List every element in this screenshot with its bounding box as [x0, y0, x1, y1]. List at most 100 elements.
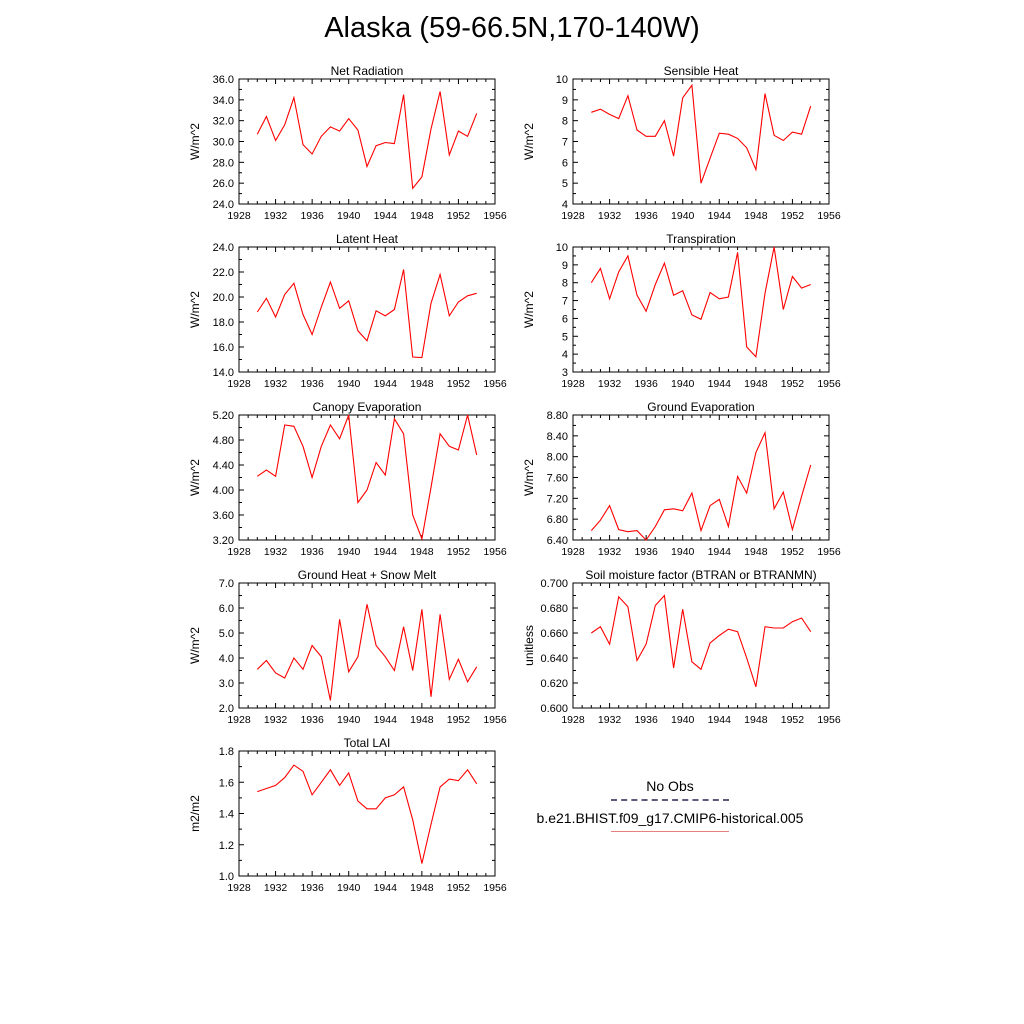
series-line-soil-moisture-factor-btran-or-btranmn — [590, 594, 812, 687]
x-tick-label: 1956 — [483, 714, 507, 726]
y-tick-label: 24.0 — [213, 199, 234, 211]
figure-title: Alaska (59-66.5N,170-140W) — [324, 12, 700, 44]
plot-frame — [572, 246, 830, 373]
y-tick-label: 1.4 — [219, 809, 234, 821]
series-line-transpiration — [590, 246, 811, 359]
y-tick-label: 7.60 — [547, 473, 568, 485]
panel-soil-moisture-factor-btran-or-btranmn: Soil moisture factor (BTRAN or BTRANMN) u… — [522, 568, 841, 726]
y-tick-label: 4 — [562, 199, 568, 211]
x-tick-label: 1936 — [634, 210, 658, 222]
x-tick-label: 1944 — [374, 882, 398, 894]
y-tick-label: 4.80 — [213, 435, 234, 447]
y-tick-label: 2.0 — [219, 703, 234, 715]
x-tick-label: 1928 — [561, 210, 585, 222]
y-tick-label: 0.640 — [540, 653, 568, 665]
y-tick-label: 26.0 — [213, 178, 234, 190]
x-tick-label: 1944 — [708, 210, 732, 222]
x-tick-label: 1928 — [561, 378, 585, 390]
y-tick-label: 4.0 — [219, 653, 234, 665]
panel-title: Latent Heat — [336, 232, 399, 246]
x-tick-label: 1956 — [483, 546, 507, 558]
y-tick-label: 30.0 — [213, 137, 234, 149]
x-tick-label: 1932 — [598, 546, 622, 558]
x-tick-label: 1948 — [744, 210, 768, 222]
series-line-total-lai — [257, 764, 478, 864]
panel-total-lai: Total LAI m2/m2 1928 1932 1936 1940 1944 1948 19… — [188, 736, 507, 894]
x-tick-label: 1952 — [781, 378, 805, 390]
plot-frame — [572, 582, 830, 709]
x-tick-label: 1932 — [264, 714, 288, 726]
x-tick-label: 1928 — [561, 546, 585, 558]
x-tick-label: 1956 — [817, 210, 841, 222]
x-tick-label: 1944 — [374, 546, 398, 558]
y-axis-label: W/m^2 — [522, 123, 536, 160]
y-tick-label: 34.0 — [213, 95, 234, 107]
x-tick-label: 1928 — [227, 378, 251, 390]
x-tick-label: 1940 — [671, 714, 695, 726]
panel-ground-heat-snow-melt: Ground Heat + Snow Melt W/m^2 1928 1932 1936… — [188, 568, 507, 726]
y-tick-label: 14.0 — [213, 367, 234, 379]
x-tick-label: 1932 — [598, 714, 622, 726]
y-tick-label: 8 — [562, 116, 568, 128]
panel-title: Total LAI — [344, 736, 391, 750]
y-tick-label: 3.60 — [213, 510, 234, 522]
x-tick-label: 1932 — [264, 378, 288, 390]
panel-sensible-heat: Sensible Heat W/m^2 1928 1932 1936 1940 1944 19… — [522, 64, 841, 222]
x-tick-label: 1928 — [227, 546, 251, 558]
y-tick-label: 6.40 — [547, 535, 568, 547]
y-tick-label: 8.00 — [547, 452, 568, 464]
y-tick-label: 0.600 — [540, 703, 568, 715]
x-tick-label: 1944 — [708, 714, 732, 726]
y-axis-label: m2/m2 — [188, 795, 202, 832]
legend: No Obs b.e21.BHIST.f09_g17.CMIP6-histori… — [520, 778, 820, 841]
y-tick-label: 6 — [562, 157, 568, 169]
x-tick-label: 1952 — [781, 714, 805, 726]
y-tick-label: 6.80 — [547, 514, 568, 526]
x-tick-label: 1952 — [447, 210, 471, 222]
y-tick-label: 0.680 — [540, 603, 568, 615]
y-tick-label: 7 — [562, 137, 568, 149]
y-axis-label: W/m^2 — [188, 291, 202, 328]
y-tick-label: 3.20 — [213, 535, 234, 547]
x-tick-label: 1944 — [708, 546, 732, 558]
y-tick-label: 8.80 — [547, 410, 568, 422]
panel-transpiration: Transpiration W/m^2 1928 1932 1936 1940 1944 19… — [522, 232, 841, 390]
x-tick-label: 1932 — [264, 882, 288, 894]
y-tick-label: 10 — [556, 242, 568, 254]
x-tick-label: 1948 — [744, 714, 768, 726]
y-tick-label: 1.6 — [219, 777, 234, 789]
x-tick-label: 1940 — [337, 882, 361, 894]
y-axis-label: W/m^2 — [188, 459, 202, 496]
panel-title: Canopy Evaporation — [313, 400, 422, 414]
y-tick-label: 7.20 — [547, 493, 568, 505]
y-tick-label: 22.0 — [213, 267, 234, 279]
legend-label-no-obs: No Obs — [646, 778, 694, 794]
y-tick-label: 3.0 — [219, 678, 234, 690]
x-tick-label: 1940 — [337, 378, 361, 390]
x-tick-label: 1944 — [374, 378, 398, 390]
x-tick-label: 1952 — [447, 378, 471, 390]
panel-canopy-evaporation: Canopy Evaporation W/m^2 1928 1932 1936 1940 1… — [188, 400, 507, 558]
x-tick-label: 1936 — [634, 546, 658, 558]
y-tick-label: 10 — [556, 74, 568, 86]
y-tick-label: 3 — [562, 367, 568, 379]
series-line-sensible-heat — [591, 83, 812, 184]
y-axis-label: W/m^2 — [188, 123, 202, 160]
x-tick-label: 1928 — [227, 210, 251, 222]
y-tick-label: 16.0 — [213, 342, 234, 354]
x-tick-label: 1956 — [483, 882, 507, 894]
y-tick-label: 0.620 — [540, 678, 568, 690]
x-tick-label: 1928 — [227, 714, 251, 726]
series-line-canopy-evaporation — [256, 414, 478, 541]
x-tick-label: 1948 — [410, 378, 434, 390]
legend-swatch-no-obs — [611, 799, 729, 801]
series-line-ground-evaporation — [590, 430, 812, 541]
x-tick-label: 1936 — [300, 714, 324, 726]
y-axis-label: W/m^2 — [522, 459, 536, 496]
series-line-ground-heat-snow-melt — [256, 604, 478, 701]
plot-frame — [238, 246, 496, 373]
y-tick-label: 24.0 — [213, 242, 234, 254]
x-tick-label: 1956 — [483, 378, 507, 390]
y-tick-label: 6.0 — [219, 603, 234, 615]
